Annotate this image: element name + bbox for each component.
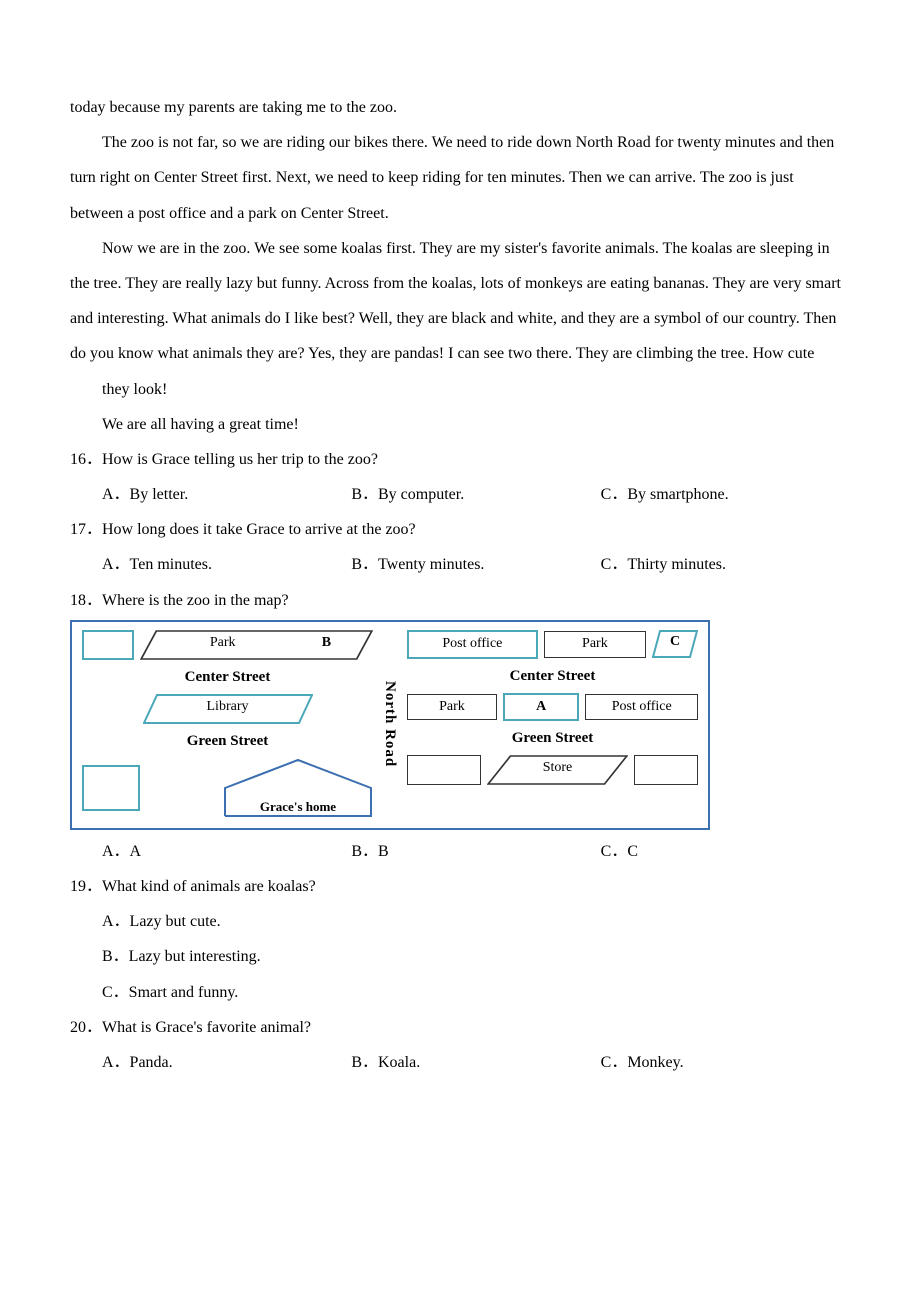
map-green-street-left: Green Street [82, 730, 373, 752]
question-16-stem: 16．How is Grace telling us her trip to t… [70, 442, 850, 477]
q20-option-c[interactable]: C．Monkey. [601, 1045, 850, 1080]
map-store-block: Store [487, 755, 628, 785]
map-library-block: Library [143, 694, 313, 724]
passage-para-3: Now we are in the zoo. We see some koala… [70, 231, 850, 372]
q19-option-a[interactable]: A．Lazy but cute. [102, 904, 850, 939]
q20-option-a[interactable]: A．Panda. [102, 1045, 351, 1080]
map-label-b: B [322, 635, 331, 652]
passage-line-5: We are all having a great time! [70, 407, 850, 442]
q17-option-c[interactable]: C．Thirty minutes. [601, 547, 850, 582]
map-diagram: Park B Center Street Library Green Stree… [70, 620, 710, 830]
map-empty-box-4 [634, 755, 698, 785]
map-post-office-top: Post office [407, 630, 538, 659]
map-label-north-road: North Road [381, 681, 399, 767]
map-park-top-right: Park [544, 631, 646, 658]
map-label-grace-home: Grace's home [223, 799, 373, 815]
map-c-block: C [652, 630, 698, 658]
q19-option-b[interactable]: B．Lazy but interesting. [102, 939, 850, 974]
question-19-stem: 19．What kind of animals are koalas? [70, 869, 850, 904]
map-green-street-right: Green Street [407, 727, 698, 749]
map-center-street-left: Center Street [82, 666, 373, 688]
q19-option-c[interactable]: C．Smart and funny. [102, 975, 850, 1010]
map-north-road-column: North Road [373, 630, 407, 818]
q16-option-b[interactable]: B．By computer. [351, 477, 600, 512]
map-post-office-mid: Post office [585, 694, 698, 721]
map-park-b-block: Park B [140, 630, 373, 660]
map-a-block: A [503, 693, 580, 722]
map-label-library: Library [143, 699, 313, 716]
q17-option-b[interactable]: B．Twenty minutes. [351, 547, 600, 582]
q18-option-c[interactable]: C．C [601, 834, 850, 869]
passage-line-1: today because my parents are taking me t… [70, 90, 850, 125]
question-20-stem: 20．What is Grace's favorite animal? [70, 1010, 850, 1045]
map-left-column: Park B Center Street Library Green Stree… [82, 630, 373, 818]
map-label-park: Park [210, 635, 236, 652]
q16-option-a[interactable]: A．By letter. [102, 477, 351, 512]
map-label-c: C [652, 634, 698, 651]
map-empty-box-3 [407, 755, 481, 785]
q18-option-b[interactable]: B．B [351, 834, 600, 869]
question-17-stem: 17．How long does it take Grace to arrive… [70, 512, 850, 547]
map-label-store: Store [487, 760, 628, 777]
question-18-stem: 18．Where is the zoo in the map? [70, 583, 850, 618]
map-empty-box [82, 630, 134, 660]
passage-line-4: they look! [70, 372, 850, 407]
map-right-column: Post office Park C Center Street Park A … [407, 630, 698, 818]
q20-option-b[interactable]: B．Koala. [351, 1045, 600, 1080]
q16-option-c[interactable]: C．By smartphone. [601, 477, 850, 512]
passage-para-2: The zoo is not far, so we are riding our… [70, 125, 850, 231]
map-empty-box-2 [82, 765, 140, 811]
q17-option-a[interactable]: A．Ten minutes. [102, 547, 351, 582]
map-center-street-right: Center Street [407, 665, 698, 687]
map-grace-home: Grace's home [223, 758, 373, 818]
q18-option-a[interactable]: A．A [102, 834, 351, 869]
map-park-mid-right: Park [407, 694, 497, 721]
